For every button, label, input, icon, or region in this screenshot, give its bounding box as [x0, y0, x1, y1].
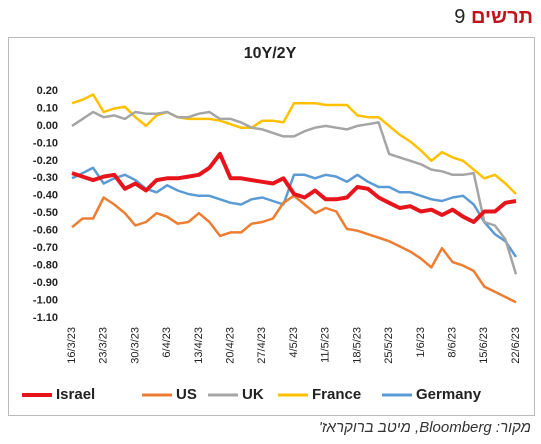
x-tick-label: 6/4/23: [161, 327, 173, 358]
x-tick-label: 22/6/23: [510, 327, 522, 364]
y-tick-label: 0.20: [37, 85, 58, 97]
y-tick-label: -0.50: [33, 207, 58, 219]
source: מקור: Bloomberg, מיטב ברוקראז': [318, 419, 531, 436]
x-tick-label: 8/6/23: [446, 327, 458, 358]
figure-label: תרשים 9: [454, 6, 533, 29]
figure-number: 9: [454, 6, 466, 28]
figure-word: תרשים: [470, 6, 533, 28]
y-tick-label: 0.00: [37, 120, 58, 132]
y-tick-label: -0.20: [33, 155, 58, 167]
y-tick-label: -0.60: [33, 225, 58, 237]
y-tick-label: -1.10: [33, 312, 58, 324]
chart: 10Y/2Y 0.20 0.10 0.00 -0.10 -0.20 -0.30 -0.40 -…: [8, 37, 535, 416]
y-tick-label: -0.10: [33, 137, 58, 149]
x-tick-label: 25/5/23: [383, 327, 395, 364]
y-tick-label: -0.40: [33, 190, 58, 202]
legend-label: Israel: [56, 386, 95, 403]
series-line: [71, 110, 518, 275]
x-tick-label: 20/4/23: [224, 327, 236, 364]
legend-label: Germany: [416, 386, 482, 403]
x-tick-label: 18/5/23: [351, 327, 363, 364]
x-tick-label: 11/5/23: [320, 327, 332, 363]
legend-label: US: [176, 386, 197, 403]
y-tick-label: 0.10: [37, 102, 58, 114]
y-tick-label: -0.30: [33, 172, 58, 184]
x-tick-label: 30/3/23: [129, 327, 141, 364]
chart-title: 10Y/2Y: [244, 45, 297, 62]
x-tick-label: 16/3/23: [66, 327, 78, 364]
chart-frame: [8, 37, 535, 416]
x-tick-label: 13/4/23: [193, 327, 205, 364]
y-tick-label: -0.70: [33, 242, 58, 254]
y-tick-label: -0.80: [33, 260, 58, 272]
x-tick-label: 23/3/23: [98, 327, 110, 364]
y-tick-label: -0.90: [33, 277, 58, 289]
y-tick-label: -1.00: [33, 294, 58, 306]
series-line: [71, 93, 517, 195]
x-tick-label: 1/6/23: [415, 327, 427, 358]
x-tick-label: 15/6/23: [478, 327, 490, 364]
x-tick-label: 4/5/23: [288, 327, 300, 358]
series-line: [71, 151, 517, 224]
legend-label: France: [312, 386, 361, 403]
legend-label: UK: [242, 386, 264, 403]
x-tick-label: 27/4/23: [256, 327, 268, 364]
